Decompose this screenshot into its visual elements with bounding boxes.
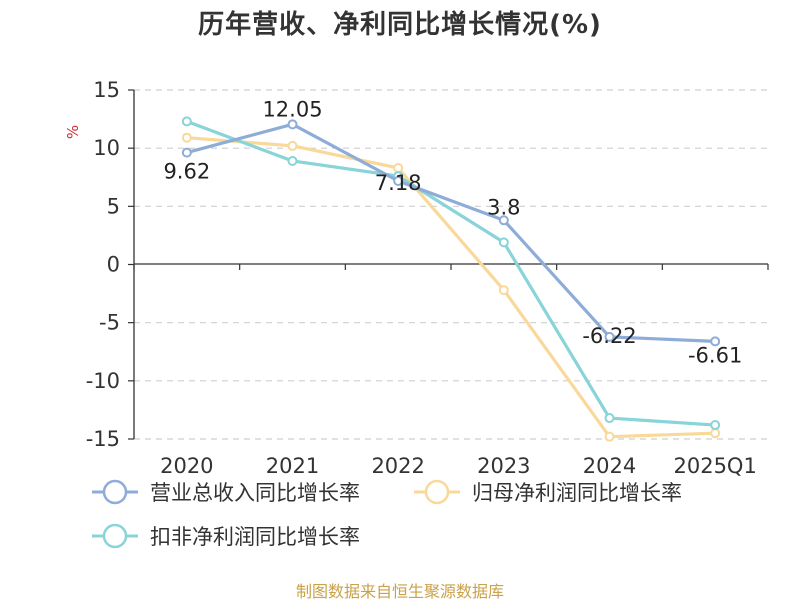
data-point <box>181 147 192 158</box>
x-tick-label: 2020 <box>160 454 213 478</box>
data-point <box>604 331 615 342</box>
chart-title: 历年营收、净利同比增长情况(%) <box>198 10 602 40</box>
data-point <box>498 237 509 248</box>
y-tick-label: 0 <box>107 253 120 277</box>
series-line <box>186 136 716 439</box>
data-point <box>287 155 298 166</box>
data-label: 9.62 <box>163 160 210 184</box>
data-point <box>287 140 298 151</box>
data-point <box>710 336 721 347</box>
data-label: 3.8 <box>487 195 520 219</box>
legend-marker-icon <box>102 523 128 549</box>
y-tick-label: 15 <box>93 78 120 102</box>
y-tick-label: -15 <box>86 427 120 451</box>
legend-marker-icon <box>424 479 450 505</box>
data-point <box>604 413 615 424</box>
x-tick-label: 2021 <box>266 454 319 478</box>
axes: 15 10 5 0 -5 -10 -15 2020 2021 2022 2023 2024 2025Q1… <box>64 78 769 478</box>
legend-item: 营业总收入同比增长率 <box>92 479 360 505</box>
data-label: -6.61 <box>688 343 742 367</box>
data-point <box>181 116 192 127</box>
legend-label: 营业总收入同比增长率 <box>150 481 360 505</box>
x-tick-label: 2023 <box>477 454 530 478</box>
x-tick-label: 2022 <box>371 454 424 478</box>
data-label: -6.22 <box>582 324 636 348</box>
legend-item: 扣非净利润同比增长率 <box>92 523 360 549</box>
y-tick-label: -5 <box>99 311 120 335</box>
data-point <box>393 175 404 186</box>
data-label: 12.05 <box>262 97 322 121</box>
gridlines <box>134 89 768 440</box>
series-line <box>186 122 716 343</box>
data-label: 7.18 <box>375 171 422 195</box>
y-unit-label: % <box>64 125 82 139</box>
data-point <box>181 132 192 143</box>
data-point <box>498 285 509 296</box>
data-point <box>498 215 509 226</box>
legend-marker-icon <box>102 479 128 505</box>
y-tick-label: 10 <box>93 136 120 160</box>
data-point <box>287 119 298 130</box>
legend-label: 扣非净利润同比增长率 <box>150 525 360 549</box>
y-tick-label: 5 <box>107 194 120 218</box>
x-tick-label: 2025Q1 <box>673 454 756 478</box>
data-point <box>710 428 721 439</box>
source-note: 制图数据来自恒生聚源数据库 <box>295 582 504 601</box>
series-lines <box>181 116 721 442</box>
y-tick-label: -10 <box>86 369 120 393</box>
data-point <box>710 420 721 431</box>
series-line <box>186 119 716 427</box>
legend-item: 归母净利润同比增长率 <box>414 479 682 505</box>
data-labels: 9.62 12.05 7.18 3.8 -6.22 -6.61 <box>163 97 742 367</box>
data-point <box>604 431 615 442</box>
x-tick-label: 2024 <box>583 454 636 478</box>
legend-label: 归母净利润同比增长率 <box>472 481 682 505</box>
